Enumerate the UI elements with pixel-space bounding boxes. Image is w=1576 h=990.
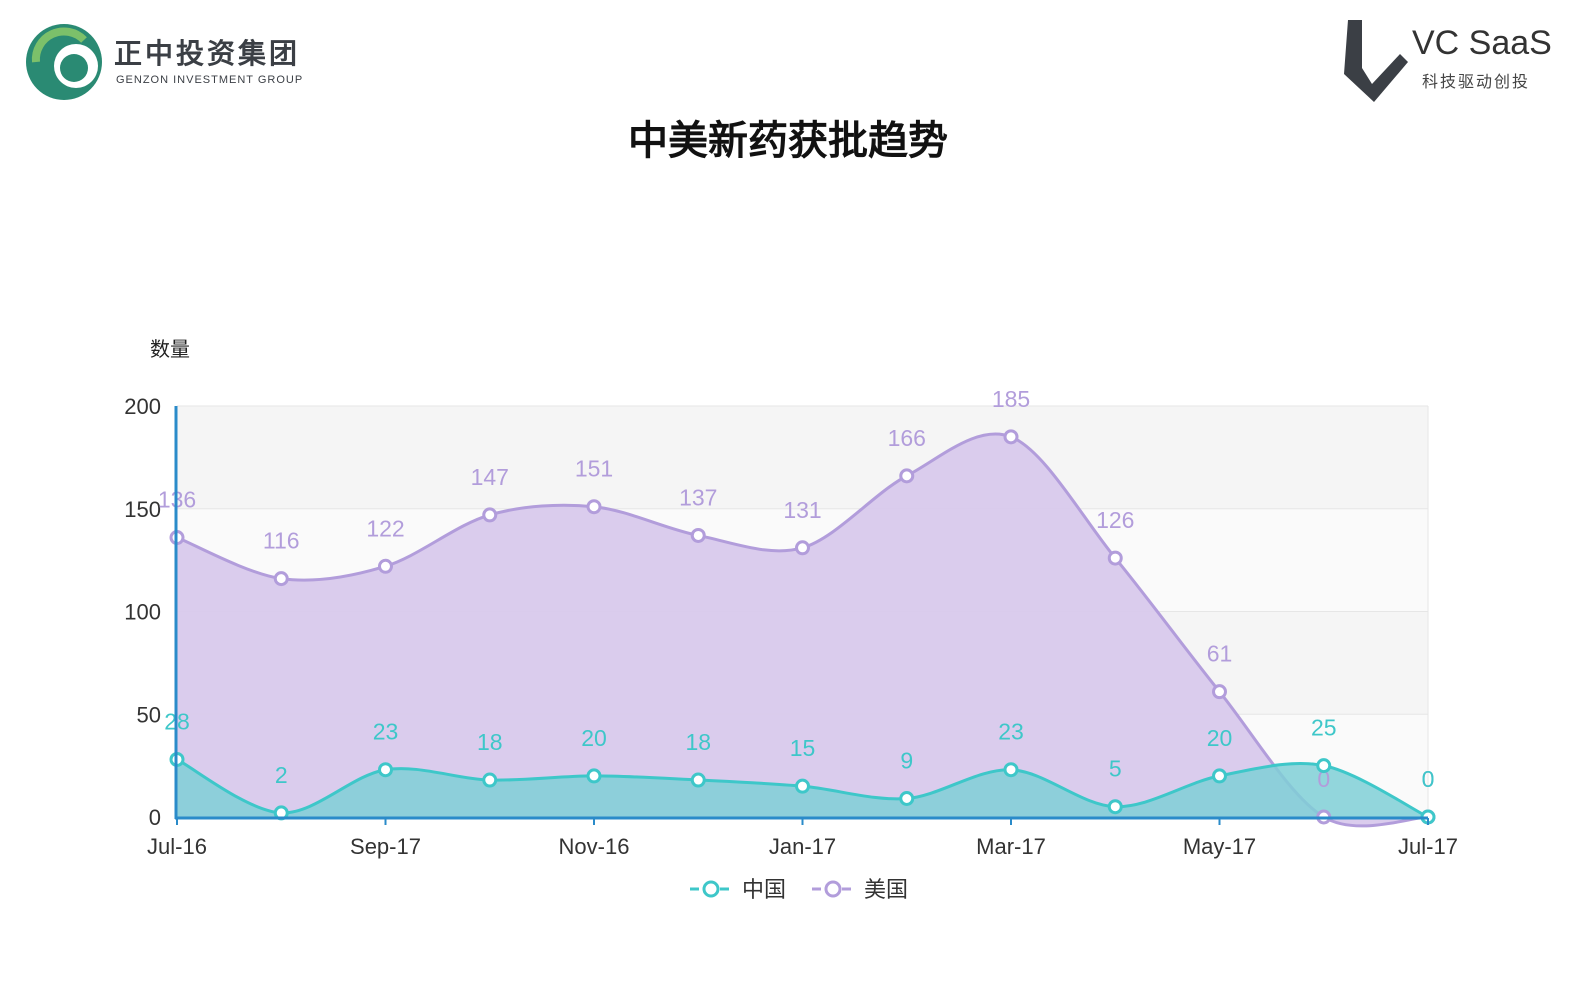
vc-saas-logo: VC SaaS 科技驱动创投 <box>1338 18 1554 108</box>
data-label-usa: 131 <box>783 497 821 523</box>
series-area-usa <box>177 433 1428 826</box>
legend-label-usa: 美国 <box>864 877 908 902</box>
data-label-usa: 0 <box>1317 766 1330 792</box>
x-tick-label: Mar-17 <box>976 834 1046 859</box>
x-tick-label: Jul-16 <box>147 834 207 859</box>
vc-saas-logo-icon <box>1344 20 1408 102</box>
data-label-china: 2 <box>275 762 288 788</box>
data-label-china: 20 <box>1207 725 1233 751</box>
data-point-usa <box>899 468 915 484</box>
y-tick-label: 200 <box>124 394 161 419</box>
data-label-china: 20 <box>581 725 607 751</box>
data-label-usa: 116 <box>263 528 300 554</box>
data-point-usa <box>482 507 498 523</box>
genzon-logo-icon <box>26 24 102 100</box>
data-label-china: 23 <box>998 719 1024 745</box>
data-point-usa <box>1212 684 1227 700</box>
data-point-china <box>378 762 393 778</box>
logo-brand-name: VC SaaS <box>1412 24 1552 62</box>
data-label-china: 18 <box>477 729 503 755</box>
data-point-china <box>899 791 915 807</box>
y-tick-label: 0 <box>149 805 161 830</box>
data-label-china: 0 <box>1422 766 1435 792</box>
y-tick-label: 50 <box>137 702 161 727</box>
logo-brand-slogan: 科技驱动创投 <box>1422 72 1531 91</box>
grid-band <box>177 406 1428 509</box>
data-point-usa <box>586 499 602 515</box>
y-axis-label: 数量 <box>150 338 190 361</box>
data-label-usa: 0 <box>1422 766 1435 792</box>
data-label-usa: 166 <box>888 425 926 451</box>
x-tick-label: May-17 <box>1183 834 1256 859</box>
data-label-china: 23 <box>373 719 399 745</box>
data-label-usa: 147 <box>471 464 509 490</box>
data-label-china: 9 <box>900 748 913 774</box>
data-label-china: 18 <box>685 729 711 755</box>
data-label-usa: 126 <box>1096 507 1134 533</box>
data-point-china <box>1107 799 1123 815</box>
data-point-china <box>482 772 498 788</box>
data-label-usa: 185 <box>992 386 1030 412</box>
data-point-usa <box>1003 429 1019 445</box>
data-label-usa: 137 <box>679 484 717 510</box>
legend-marker-china <box>702 880 720 898</box>
data-point-china <box>690 772 706 788</box>
x-tick-label: Sep-17 <box>350 834 421 859</box>
data-point-china <box>1003 762 1019 778</box>
x-tick-label: Jul-17 <box>1398 834 1458 859</box>
data-point-china <box>586 768 602 784</box>
legend-marker-usa <box>824 880 842 898</box>
logo-company-name-cn: 正中投资集团 <box>114 37 301 70</box>
data-point-china <box>1212 768 1227 784</box>
data-point-usa <box>795 540 810 556</box>
data-label-china: 15 <box>790 735 816 761</box>
data-point-china <box>1316 758 1332 774</box>
data-label-usa: 151 <box>575 456 613 482</box>
data-point-usa <box>378 558 393 574</box>
data-point-china <box>795 778 810 794</box>
data-point-usa <box>690 527 706 543</box>
logo-company-name-en: GENZON INVESTMENT GROUP <box>116 74 304 86</box>
y-tick-label: 100 <box>124 600 161 625</box>
data-point-usa <box>273 571 289 587</box>
data-label-usa: 122 <box>366 515 404 541</box>
data-label-china: 5 <box>1109 756 1122 782</box>
page-title: 中美新药获批趋势 <box>628 118 948 164</box>
genzon-logo: 正中投资集团 GENZON INVESTMENT GROUP <box>24 22 324 104</box>
data-point-usa <box>1107 550 1123 566</box>
legend-label-china: 中国 <box>742 877 786 902</box>
y-tick-label: 150 <box>124 497 161 522</box>
data-label-china: 25 <box>1311 715 1337 741</box>
x-tick-label: Jan-17 <box>769 834 836 859</box>
data-label-usa: 61 <box>1207 641 1233 667</box>
x-tick-label: Nov-16 <box>559 834 630 859</box>
